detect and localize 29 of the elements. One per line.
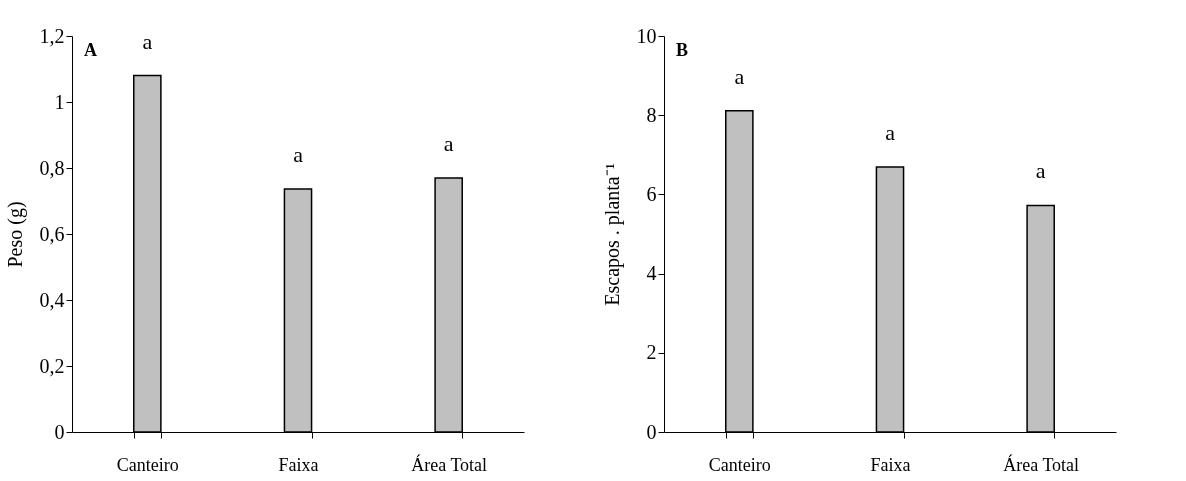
x-tick-label: Faixa bbox=[278, 454, 319, 475]
annotation: a bbox=[885, 120, 896, 146]
annotation: a bbox=[734, 63, 745, 89]
x-tick-label: Canteiro bbox=[708, 454, 771, 475]
x-tick-label: Área Total bbox=[411, 453, 488, 475]
x-tick-label: Canteiro bbox=[116, 454, 179, 475]
y-tick-label: 1 bbox=[54, 90, 65, 113]
y-tick-label: 2 bbox=[646, 341, 657, 364]
y-tick-label: 10 bbox=[636, 24, 657, 47]
annotation: a bbox=[293, 142, 304, 168]
y-tick-label: 6 bbox=[646, 182, 657, 205]
y-tick-label: 0,2 bbox=[39, 354, 65, 377]
y-axis-title: Escapos . planta⁻¹ bbox=[600, 163, 624, 306]
y-tick-label: 0,6 bbox=[39, 222, 65, 245]
y-tick-label: 0,4 bbox=[39, 288, 65, 311]
annotation: a bbox=[1035, 158, 1046, 184]
annotation: a bbox=[443, 130, 454, 156]
y-tick-label: 0 bbox=[646, 420, 657, 443]
chart-title: B bbox=[676, 40, 689, 60]
y-tick-label: 1,2 bbox=[39, 24, 65, 47]
y-tick-label: 8 bbox=[646, 103, 657, 126]
y-tick-label: 0,8 bbox=[39, 156, 65, 179]
x-tick-label: Faixa bbox=[870, 454, 911, 475]
y-axis-title: Peso (g) bbox=[3, 201, 27, 268]
chart-title: A bbox=[84, 40, 97, 60]
y-tick-label: 4 bbox=[646, 262, 657, 285]
x-tick-label: Área Total bbox=[1003, 453, 1080, 475]
y-tick-label: 0 bbox=[54, 420, 65, 443]
annotation: a bbox=[142, 28, 153, 54]
